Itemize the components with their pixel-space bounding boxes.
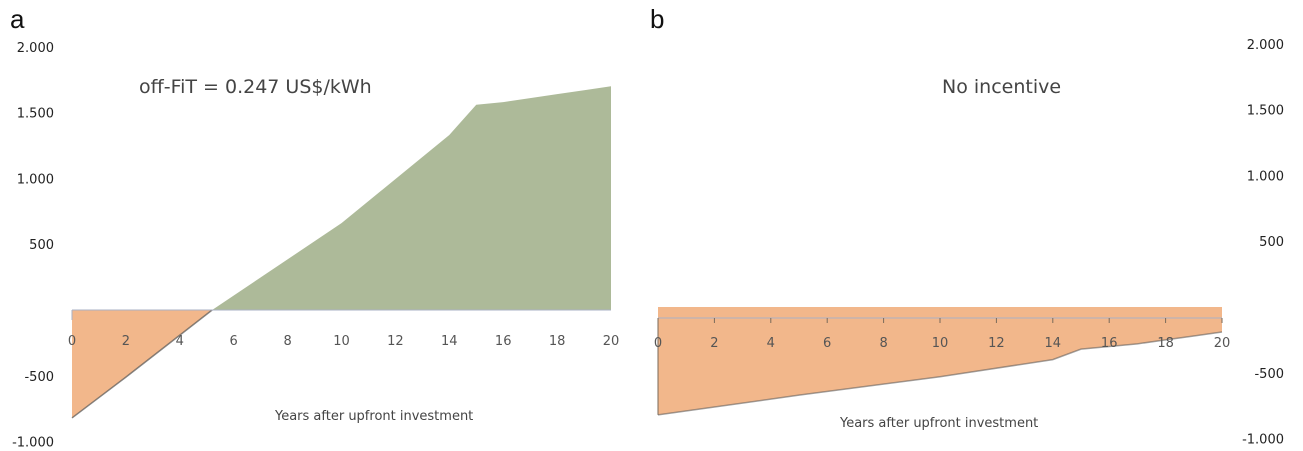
- chart-a-x-tick-label: 0: [68, 334, 76, 349]
- chart-b-y-tick-label: 2.000: [1247, 38, 1284, 53]
- chart-a-x-tick-label: 12: [387, 334, 404, 349]
- panel-letter-b: b: [650, 4, 664, 34]
- chart-a-x-tick-label: 4: [176, 334, 184, 349]
- chart-b-y-tick-label: -1.000: [1242, 433, 1284, 448]
- chart-a-x-tick-label: 2: [122, 334, 130, 349]
- chart-a-y-tick-label: 1.000: [17, 172, 54, 187]
- panel-letter-a: a: [10, 4, 25, 34]
- chart-b-area-negative: [658, 307, 1222, 415]
- chart-a-x-tick-label: 16: [495, 334, 512, 349]
- chart-b-x-tick-label: 10: [932, 336, 949, 351]
- chart-a-x-tick-label: 18: [549, 334, 566, 349]
- chart-b-title: No incentive: [942, 76, 1061, 98]
- chart-a-area-edge: [71, 309, 213, 419]
- chart-b-y-tick-label: -500: [1254, 367, 1284, 382]
- chart-a-y-tick-label: 500: [29, 238, 54, 253]
- chart-b-x-tick-label: 6: [823, 336, 831, 351]
- chart-b-y-tick-label: 500: [1259, 235, 1284, 250]
- chart-b-x-tick-label: 2: [710, 336, 718, 351]
- chart-a-x-tick-label: 14: [441, 334, 458, 349]
- chart-a: off-FiT = 0.247 US$/kWh Years after upfr…: [12, 41, 619, 451]
- chart-a-y-tick-label: -1.000: [12, 436, 54, 451]
- chart-a-x-tick-label: 20: [603, 334, 620, 349]
- chart-b-area-edge: [657, 331, 1223, 416]
- chart-b-x-tick-label: 8: [879, 336, 887, 351]
- chart-a-title: off-FiT = 0.247 US$/kWh: [139, 76, 372, 98]
- chart-b-x-tick-label: 16: [1101, 336, 1118, 351]
- chart-b-x-tick-label: 18: [1157, 336, 1174, 351]
- chart-a-xlabel: Years after upfront investment: [274, 409, 473, 424]
- chart-a-x-tick-label: 6: [230, 334, 238, 349]
- chart-b: No incentive Years after upfront investm…: [654, 38, 1284, 448]
- chart-a-y-tick-label: 2.000: [17, 41, 54, 56]
- chart-b-y-tick-label: 1.000: [1247, 169, 1284, 184]
- chart-b-y-tick-label: 1.500: [1247, 104, 1284, 119]
- chart-a-x-tick-label: 8: [283, 334, 291, 349]
- chart-b-x-tick-label: 12: [988, 336, 1005, 351]
- chart-b-xlabel: Years after upfront investment: [839, 416, 1038, 431]
- chart-a-y-tick-label: 1.500: [17, 107, 54, 122]
- chart-a-x-tick-label: 10: [333, 334, 350, 349]
- chart-b-x-tick-label: 4: [767, 336, 775, 351]
- chart-a-area-positive: [212, 86, 611, 310]
- chart-a-y-tick-label: -500: [24, 370, 54, 385]
- chart-b-x-tick-label: 20: [1214, 336, 1231, 351]
- chart-b-x-tick-label: 0: [654, 336, 662, 351]
- chart-b-x-tick-label: 14: [1045, 336, 1062, 351]
